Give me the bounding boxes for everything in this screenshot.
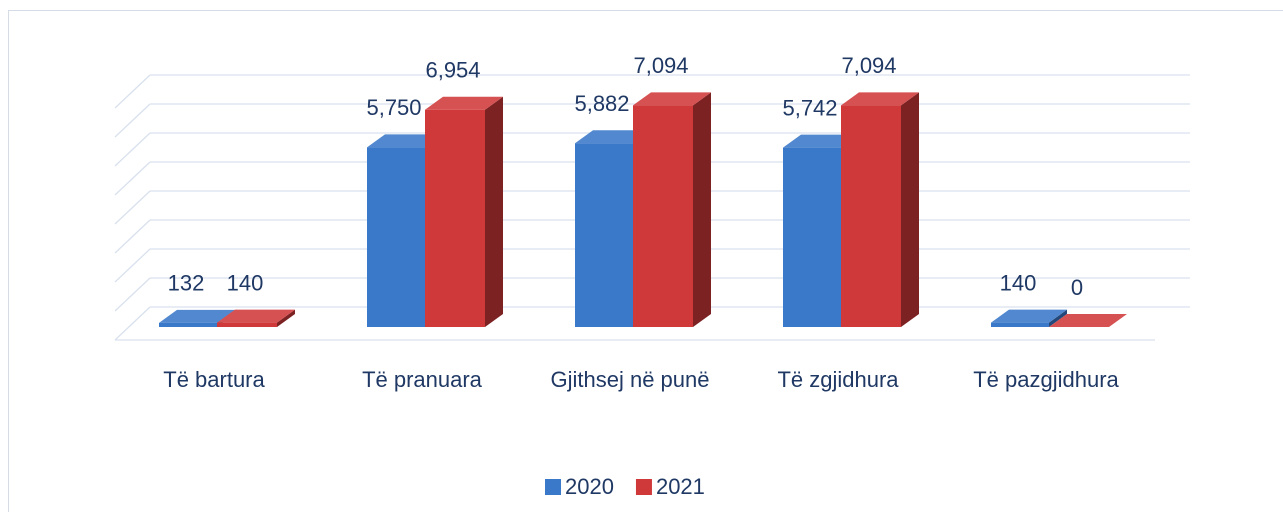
bar-front bbox=[217, 322, 277, 327]
bar-top bbox=[575, 130, 651, 144]
data-label: 5,742 bbox=[782, 95, 837, 120]
data-label: 7,094 bbox=[633, 53, 688, 78]
bar-front bbox=[633, 105, 693, 327]
bar-front bbox=[367, 147, 425, 327]
x-tick-label: Gjithsej në punë bbox=[550, 367, 710, 392]
legend-swatch bbox=[545, 479, 561, 495]
bar-top bbox=[159, 309, 235, 323]
grid-side bbox=[114, 132, 151, 167]
bar-front bbox=[425, 109, 485, 327]
bar bbox=[633, 92, 711, 327]
x-tick-label: Të bartura bbox=[163, 367, 265, 392]
chart-border bbox=[8, 10, 1283, 512]
bar-top bbox=[633, 92, 711, 106]
data-label: 6,954 bbox=[425, 58, 480, 83]
data-label: 5,750 bbox=[366, 95, 421, 120]
grid-side bbox=[114, 277, 151, 312]
bar-front bbox=[841, 105, 901, 327]
data-label: 132 bbox=[168, 271, 205, 296]
bar-top bbox=[425, 96, 503, 110]
data-label: 140 bbox=[227, 270, 264, 295]
grid-side bbox=[114, 161, 151, 196]
bar-top bbox=[217, 309, 295, 323]
bar-side bbox=[1049, 309, 1067, 327]
bar-top bbox=[783, 134, 859, 148]
bar bbox=[425, 96, 503, 327]
bar bbox=[217, 309, 295, 327]
bar-side bbox=[901, 92, 919, 327]
bar-front bbox=[159, 322, 217, 327]
bar bbox=[841, 92, 919, 327]
grid-side bbox=[114, 248, 151, 283]
bar-side bbox=[277, 309, 295, 327]
bar-side bbox=[485, 96, 503, 327]
legend-swatch bbox=[635, 479, 652, 495]
bar-top bbox=[1049, 314, 1127, 327]
grid-side bbox=[114, 190, 151, 225]
x-tick-label: Të pranuara bbox=[362, 367, 482, 392]
data-label: 5,882 bbox=[574, 91, 629, 116]
data-label: 7,094 bbox=[841, 53, 896, 78]
legend-label: 2020 bbox=[565, 474, 614, 499]
bar-front bbox=[575, 143, 633, 327]
bar bbox=[1049, 314, 1127, 327]
data-label: 140 bbox=[1000, 270, 1037, 295]
bar-front bbox=[991, 322, 1049, 327]
grid-side bbox=[114, 306, 151, 341]
x-tick-label: Të pazgjidhura bbox=[973, 367, 1119, 392]
grid-side bbox=[114, 74, 151, 109]
bar-front bbox=[783, 147, 841, 327]
bar-side bbox=[693, 92, 711, 327]
bar-top bbox=[991, 309, 1067, 323]
legend-label: 2021 bbox=[656, 474, 705, 499]
data-label: 0 bbox=[1071, 275, 1083, 300]
bar-top bbox=[367, 134, 443, 148]
bar-top bbox=[841, 92, 919, 106]
grid-side bbox=[114, 103, 151, 138]
grid-side bbox=[114, 219, 151, 254]
bar bbox=[991, 309, 1067, 327]
x-tick-label: Të zgjidhura bbox=[777, 367, 899, 392]
